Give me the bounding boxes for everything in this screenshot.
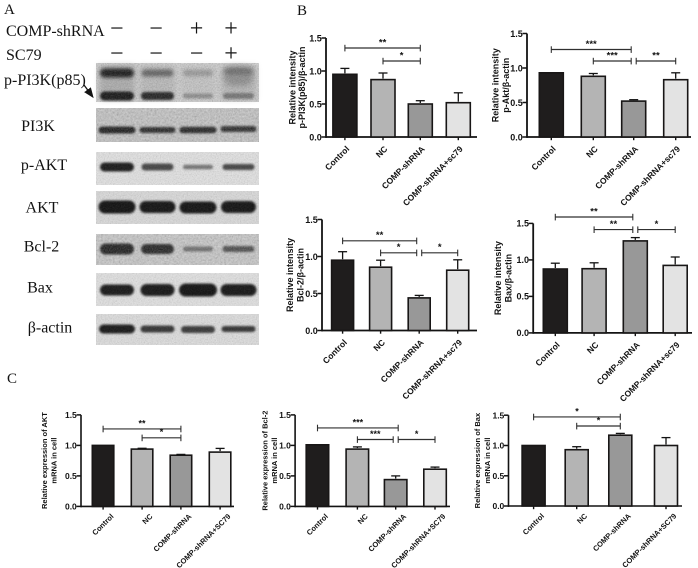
svg-text:0.5: 0.5 <box>305 289 318 299</box>
svg-text:*: * <box>655 219 659 230</box>
svg-text:C: C <box>7 371 17 387</box>
svg-text:p-PI3K(p85)/β-actin: p-PI3K(p85)/β-actin <box>297 46 307 128</box>
svg-text:***: *** <box>353 417 364 427</box>
svg-text:COMP-shRNA: COMP-shRNA <box>6 23 105 40</box>
svg-text:1.5: 1.5 <box>309 33 322 43</box>
svg-text:A: A <box>4 2 15 18</box>
svg-text:***: *** <box>607 50 618 61</box>
svg-text:**: ** <box>379 37 387 48</box>
svg-text:−: − <box>149 16 163 42</box>
svg-text:Relative intensity: Relative intensity <box>493 241 503 315</box>
svg-text:1.0: 1.0 <box>309 66 322 76</box>
svg-text:−: − <box>149 41 163 67</box>
svg-text:Relative expression of Bcl-2: Relative expression of Bcl-2 <box>261 411 270 511</box>
svg-text:Bax: Bax <box>27 280 53 297</box>
svg-text:0.0: 0.0 <box>510 132 523 142</box>
svg-text:PI3K: PI3K <box>21 118 55 135</box>
svg-text:p-AKT: p-AKT <box>21 157 67 174</box>
svg-text:0.0: 0.0 <box>65 502 77 512</box>
svg-text:1.5: 1.5 <box>516 219 529 229</box>
svg-text:p-PI3K(p85): p-PI3K(p85) <box>4 72 86 89</box>
svg-text:0.0: 0.0 <box>516 328 529 338</box>
svg-text:−: − <box>110 41 124 67</box>
svg-text:*: * <box>397 242 401 253</box>
svg-text:*: * <box>575 406 579 416</box>
svg-text:0.5: 0.5 <box>279 471 291 481</box>
svg-text:*: * <box>438 242 442 253</box>
svg-text:**: ** <box>610 219 618 230</box>
svg-text:***: *** <box>370 429 381 439</box>
svg-text:AKT: AKT <box>26 200 59 217</box>
svg-text:Bcl-2/β-actin: Bcl-2/β-actin <box>296 248 306 302</box>
svg-text:*: * <box>597 415 601 425</box>
svg-text:−: − <box>110 16 124 42</box>
svg-text:0.5: 0.5 <box>65 471 77 481</box>
svg-text:0.5: 0.5 <box>309 99 322 109</box>
svg-text:1.0: 1.0 <box>516 255 529 265</box>
svg-text:Relative intensity: Relative intensity <box>491 48 501 122</box>
svg-text:1.5: 1.5 <box>279 410 291 420</box>
svg-text:1.0: 1.0 <box>510 63 523 73</box>
svg-text:1.0: 1.0 <box>305 252 318 262</box>
svg-text:0.0: 0.0 <box>279 502 291 512</box>
svg-text:**: ** <box>590 206 598 217</box>
svg-text:1.5: 1.5 <box>492 410 504 420</box>
svg-text:Relative expression of Bax: Relative expression of Bax <box>473 412 482 508</box>
svg-text:*: * <box>415 429 419 439</box>
svg-text:+: + <box>224 16 238 42</box>
svg-text:**: ** <box>138 418 146 428</box>
svg-text:SC79: SC79 <box>6 47 42 64</box>
svg-text:Bax/β-actin: Bax/β-actin <box>504 254 514 303</box>
svg-text:+: + <box>190 16 204 42</box>
svg-text:Relative intensity: Relative intensity <box>285 238 295 312</box>
svg-text:mRNA in cell: mRNA in cell <box>483 438 492 484</box>
svg-text:0.5: 0.5 <box>510 98 523 108</box>
svg-text:mRNA in cell: mRNA in cell <box>50 438 59 484</box>
svg-text:1.5: 1.5 <box>510 29 523 39</box>
svg-text:*: * <box>160 427 164 437</box>
svg-text:1.0: 1.0 <box>279 441 291 451</box>
svg-text:0.5: 0.5 <box>492 471 504 481</box>
svg-text:1.5: 1.5 <box>305 215 318 225</box>
svg-text:+: + <box>224 41 238 67</box>
svg-text:Relative intensity: Relative intensity <box>288 50 298 124</box>
svg-text:1.0: 1.0 <box>492 441 504 451</box>
svg-text:0.5: 0.5 <box>516 292 529 302</box>
svg-text:Relative expression of AKT: Relative expression of AKT <box>40 412 49 509</box>
svg-text:0.0: 0.0 <box>309 132 322 142</box>
svg-text:Bcl-2: Bcl-2 <box>24 239 60 256</box>
svg-text:***: *** <box>586 39 597 50</box>
svg-text:p-Akt/β-actin: p-Akt/β-actin <box>501 58 511 113</box>
svg-text:**: ** <box>376 230 384 241</box>
svg-text:B: B <box>297 3 307 19</box>
svg-text:1.0: 1.0 <box>65 441 77 451</box>
svg-text:1.5: 1.5 <box>65 410 77 420</box>
svg-text:**: ** <box>652 50 660 61</box>
svg-text:mRNA in cell: mRNA in cell <box>270 438 279 484</box>
svg-text:0.0: 0.0 <box>305 326 318 336</box>
svg-text:−: − <box>190 41 204 67</box>
svg-text:*: * <box>400 50 404 61</box>
svg-text:β-actin: β-actin <box>28 320 73 337</box>
svg-text:0.0: 0.0 <box>492 501 504 511</box>
